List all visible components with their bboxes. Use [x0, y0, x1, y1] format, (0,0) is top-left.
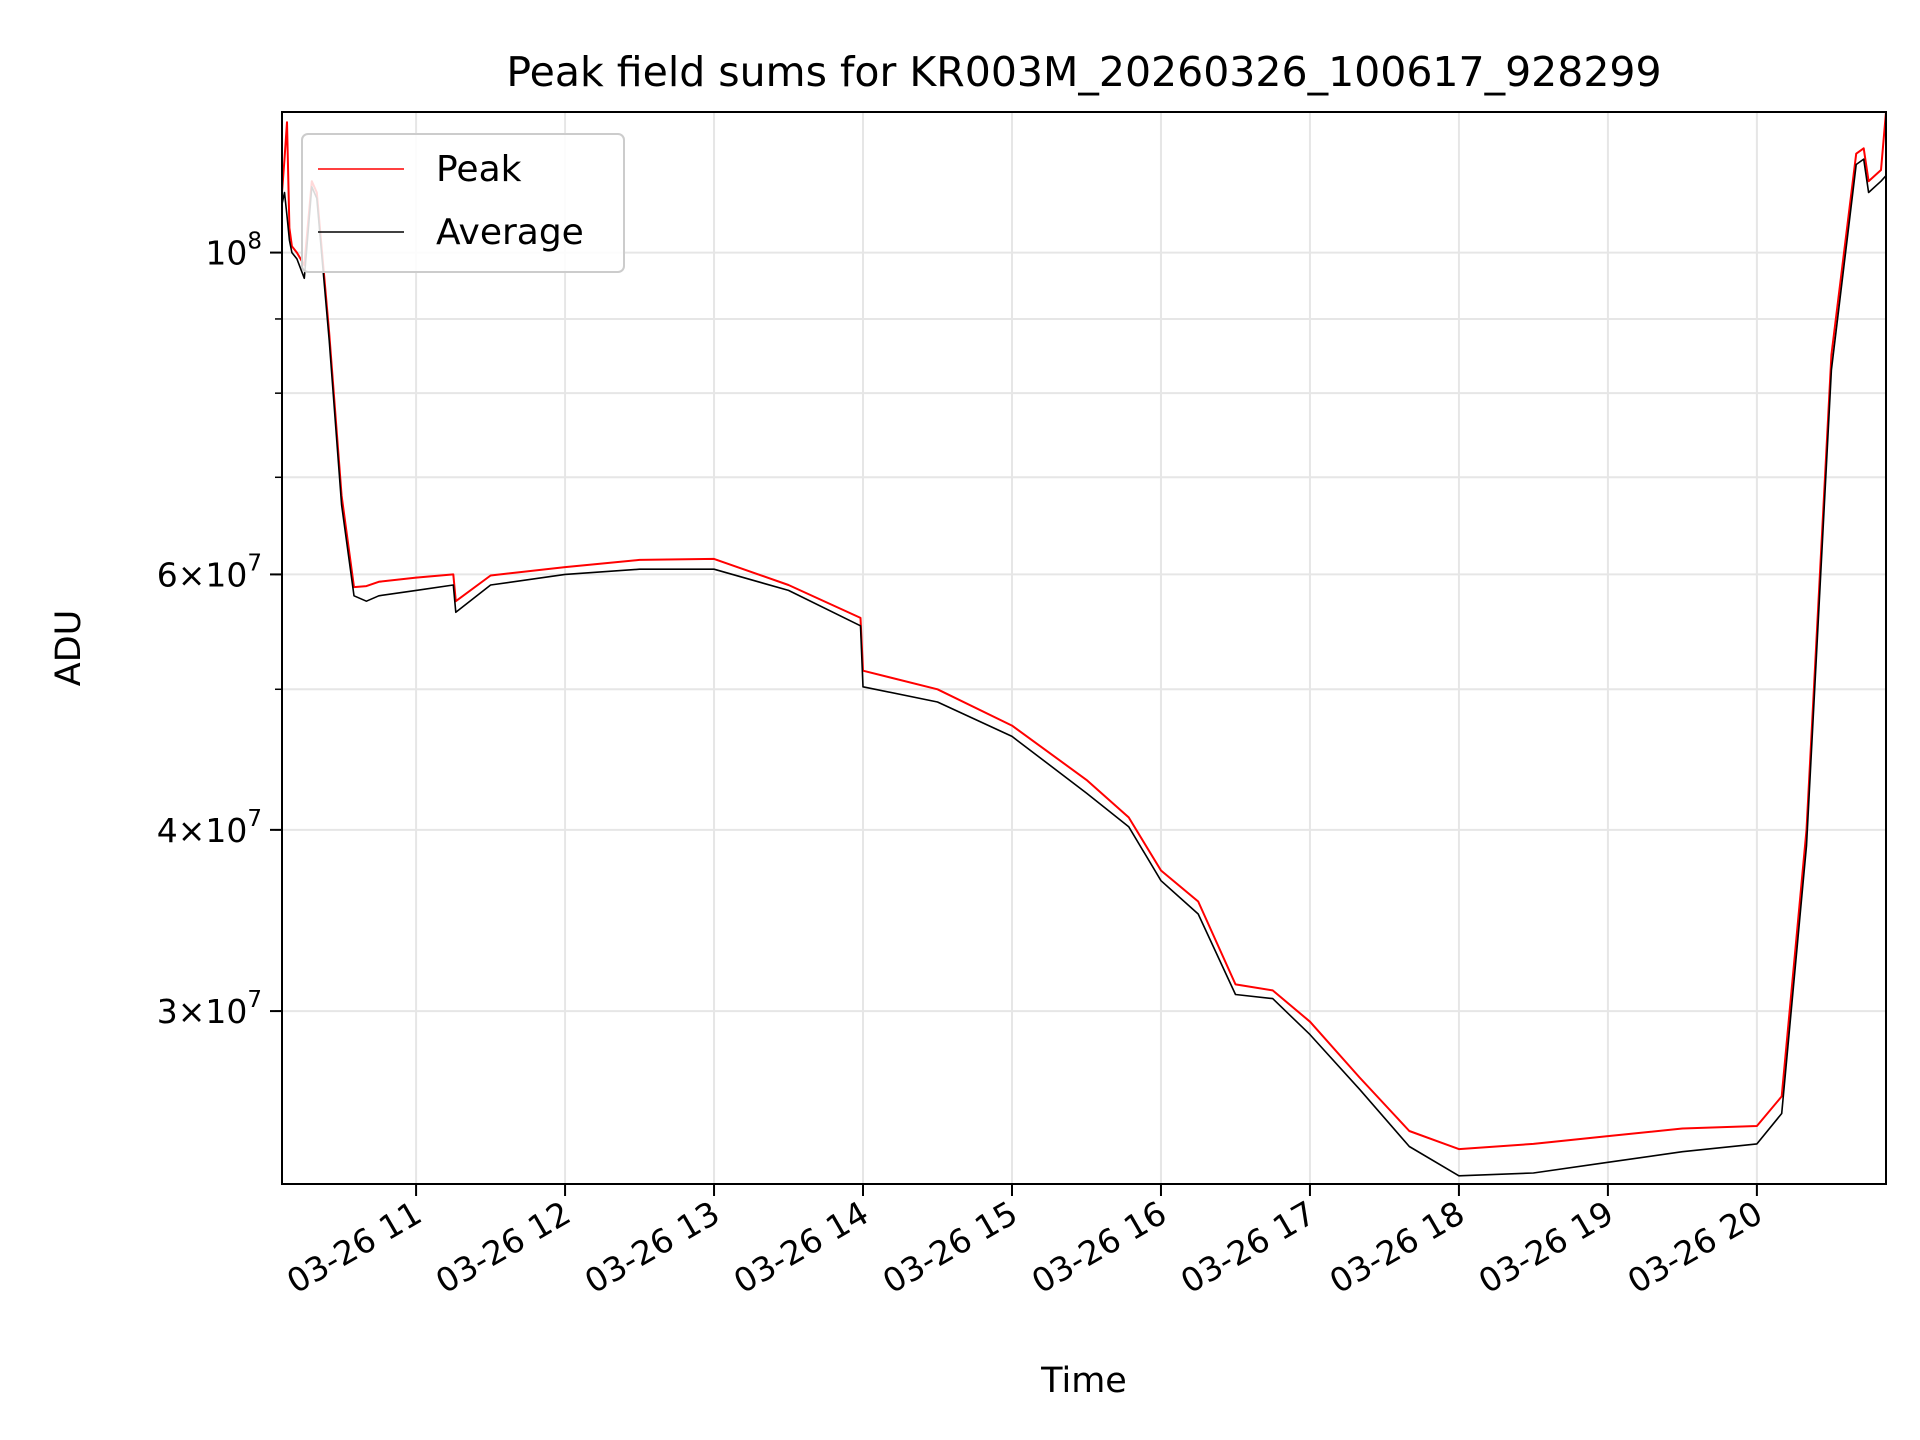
y-axis-label: ADU [49, 610, 89, 687]
y-tick-label: 6×107 [157, 550, 262, 594]
plot-frame [281, 111, 1887, 1185]
grid [282, 112, 1886, 1184]
y-tick-label: 4×107 [157, 806, 262, 850]
legend-label-peak: Peak [436, 149, 522, 190]
y-tick-label: 3×107 [157, 987, 262, 1031]
legend-label-average: Average [436, 212, 584, 253]
y-tick-label: 108 [205, 229, 262, 273]
chart-title: Peak field sums for KR003M_20260326_1006… [506, 48, 1661, 96]
y-axis-ticks: 3×107 4×107 6×107 108 [157, 229, 282, 1031]
x-axis-label: Time [1040, 1361, 1127, 1401]
legend: Peak Average [301, 133, 625, 273]
